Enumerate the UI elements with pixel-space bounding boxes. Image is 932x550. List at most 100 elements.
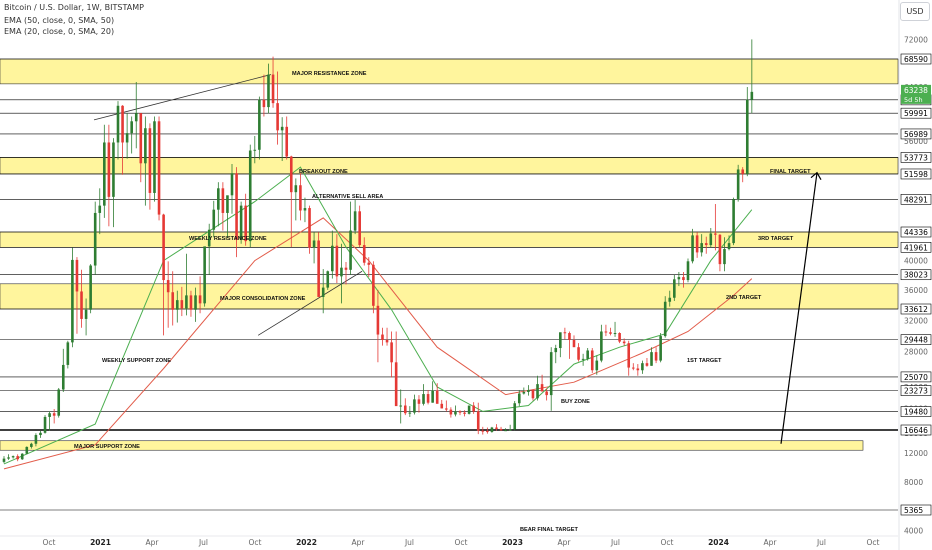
chart-annotation: BEAR FINAL TARGET (520, 527, 578, 533)
candle-body (445, 408, 448, 410)
price-tick-label: 12000 (904, 449, 928, 458)
chart-title: Bitcoin / U.S. Dollar, 1W, BITSTAMP (4, 3, 144, 12)
zone-band (0, 157, 899, 175)
candle-body (34, 435, 38, 444)
candle-body (344, 267, 348, 270)
candle-body (586, 350, 589, 359)
level-label: 53773 (904, 153, 928, 162)
level-label-box (900, 53, 932, 65)
time-axis[interactable]: Oct 2021 Apr Jul Oct 2022 Apr Jul Oct 2023 Apr Jul O… (0, 535, 898, 547)
candle-body (463, 412, 466, 414)
candle-body (57, 389, 61, 416)
level-label: 56989 (904, 130, 928, 139)
candle-body (207, 229, 211, 247)
candle-body (80, 291, 83, 319)
candle-body (376, 305, 380, 335)
candle-body (581, 358, 585, 360)
candle-body (43, 416, 47, 433)
time-tick-label: 2024 (708, 538, 729, 547)
level-label-box (900, 194, 932, 205)
level-label-box (900, 406, 932, 417)
candle-body (144, 128, 147, 164)
level-label-box (900, 371, 932, 383)
candle-body (39, 432, 42, 436)
candle-body (230, 173, 234, 196)
candle-body (663, 301, 667, 337)
chart-annotation: WEEKLY SUPPORT ZONE (102, 358, 171, 364)
candle-body (148, 128, 152, 193)
candle-body (554, 348, 558, 353)
candle-body (622, 341, 626, 344)
candle-body (66, 342, 70, 365)
candle-body (540, 384, 544, 392)
price-tick-label: 4000 (904, 527, 923, 536)
candle-body (317, 240, 320, 297)
time-tick-label: Oct (455, 538, 468, 547)
candle-body (48, 413, 51, 417)
level-label: 19480 (904, 408, 928, 417)
level-label: 33612 (904, 305, 928, 314)
level-label-box (900, 128, 932, 140)
candle-body (308, 208, 311, 248)
candle-body (695, 235, 699, 253)
candle-body (189, 295, 193, 310)
candle-body (495, 427, 498, 429)
candle-body (112, 142, 115, 197)
level-label-box (900, 242, 932, 253)
candle-body (217, 188, 220, 210)
price-tick-label: 40000 (904, 257, 928, 266)
candle-body (426, 394, 430, 403)
candle-body (103, 142, 106, 206)
candle-body (408, 412, 412, 414)
candle-body (185, 295, 188, 309)
candle-body (522, 392, 526, 394)
zones-layer (0, 58, 899, 451)
ema50-legend[interactable]: EMA (50, close, 0, SMA, 50) (4, 16, 115, 25)
candle-body (704, 243, 708, 246)
level-label: 59991 (904, 109, 928, 118)
candle-body (513, 403, 517, 430)
ema20-legend[interactable]: EMA (20, close, 0, SMA, 20) (4, 27, 115, 36)
time-tick-label: 2023 (502, 538, 523, 547)
price-tick-label: 8000 (904, 478, 923, 487)
candle-body (362, 245, 366, 263)
candle-body (226, 195, 229, 213)
candle-body (180, 300, 184, 309)
price-axis[interactable]: 7200064000560004800040000360003200028000… (898, 0, 932, 550)
candle-body (289, 156, 293, 193)
candle-body (25, 446, 29, 454)
candle-body (476, 411, 480, 431)
candle-body (563, 332, 567, 334)
currency-button[interactable]: USD (900, 2, 930, 21)
candle-body (267, 74, 270, 108)
candle-body (125, 133, 129, 143)
candle-body (714, 233, 717, 235)
candle-body (340, 267, 343, 277)
candle-body (504, 430, 507, 432)
time-tick-label: Jul (816, 538, 826, 547)
chart-annotation: MAJOR SUPPORT ZONE (74, 444, 140, 450)
candle-body (568, 333, 571, 341)
candle-body (162, 214, 165, 281)
candle-body (280, 126, 284, 131)
zone-band (0, 283, 899, 310)
candle-body (235, 173, 238, 240)
candle-body (271, 74, 275, 104)
candle-body (61, 364, 65, 390)
price-tick-label: 28000 (904, 347, 928, 356)
candle-body (499, 428, 503, 431)
candle-body (677, 277, 681, 280)
candle-body (30, 443, 33, 447)
candle-body (381, 334, 384, 341)
chart-annotation: 1ST TARGET (687, 358, 722, 364)
candle-body (600, 331, 603, 361)
candle-body (7, 457, 10, 459)
candle-body (321, 287, 325, 297)
candle-body (531, 389, 535, 399)
candle-body (508, 429, 512, 431)
level-label: 5365 (904, 506, 923, 515)
candle-body (732, 199, 735, 244)
candle-body (745, 99, 749, 174)
candle-body (517, 393, 521, 404)
